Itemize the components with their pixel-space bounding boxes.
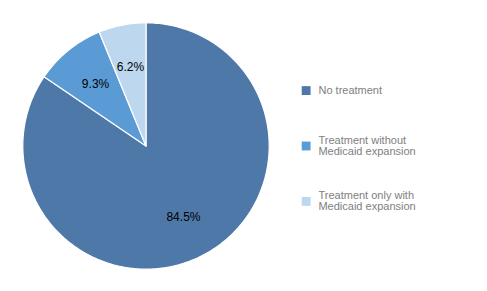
svg-text:No treatment: No treatment xyxy=(318,84,382,96)
svg-text:9.3%: 9.3% xyxy=(82,77,110,91)
svg-text:84.5%: 84.5% xyxy=(166,210,200,224)
svg-text:Treatment withoutMedicaid expa: Treatment withoutMedicaid expansion xyxy=(318,134,415,157)
svg-text:6.2%: 6.2% xyxy=(117,60,145,74)
svg-text:Treatment only withMedicaid ex: Treatment only withMedicaid expansion xyxy=(318,189,415,212)
